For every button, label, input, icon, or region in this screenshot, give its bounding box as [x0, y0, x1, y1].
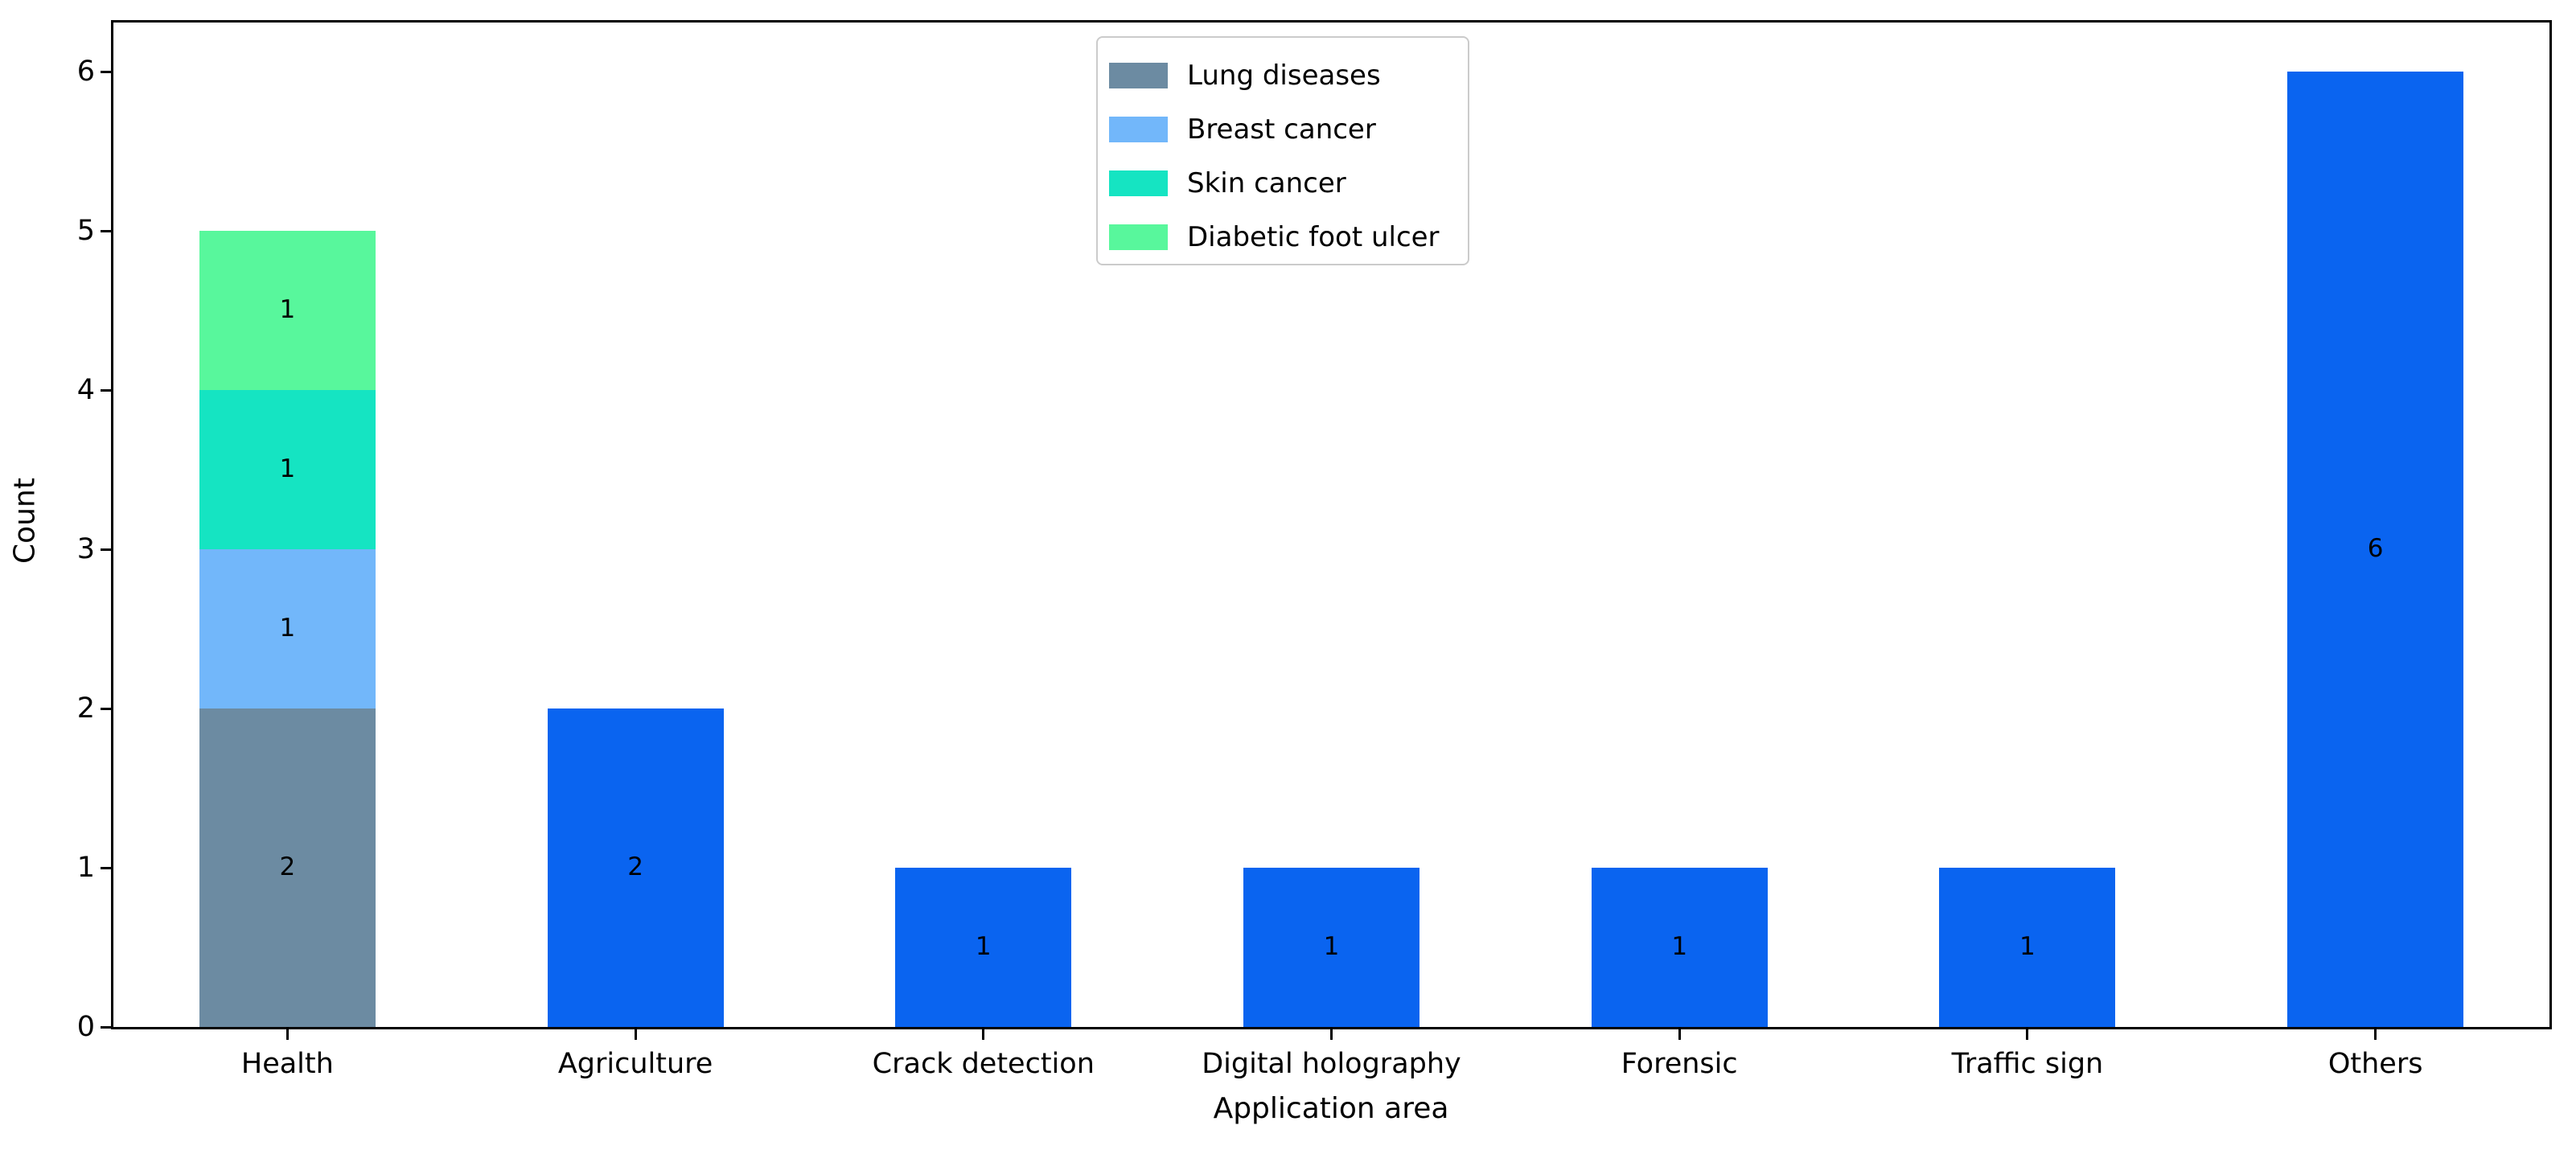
bar-value-label: 1	[1671, 932, 1688, 962]
bar-segment-health-breast-cancer	[199, 549, 376, 709]
legend-swatch-icon	[1109, 170, 1168, 196]
legend-label: Skin cancer	[1187, 166, 1346, 199]
legend-item-breast-cancer: Breast cancer	[1109, 105, 1468, 154]
x-tick-mark	[1330, 1029, 1333, 1040]
y-tick-mark	[101, 707, 111, 710]
legend-item-lung-diseases: Lung diseases	[1109, 51, 1468, 101]
bar-value-label: 1	[279, 295, 296, 325]
bars-layer: 2 1 1 1 2 1 1 1 1 6	[113, 23, 2549, 1027]
legend-item-skin-cancer: Skin cancer	[1109, 158, 1468, 208]
x-axis-label: Application area	[1213, 1092, 1449, 1125]
y-tick-label: 5	[76, 215, 95, 248]
y-tick-mark	[101, 229, 111, 232]
bar-value-label: 2	[627, 852, 643, 882]
y-tick-label: 2	[76, 692, 95, 725]
y-tick-mark	[101, 548, 111, 551]
x-tick-label-agriculture: Agriculture	[557, 1048, 713, 1080]
y-tick-label: 1	[76, 852, 95, 885]
y-tick-label: 0	[76, 1011, 95, 1043]
bar-segment-others	[2287, 72, 2464, 1027]
bar-segment-health-skin-cancer	[199, 390, 376, 550]
bar-value-label: 1	[279, 454, 296, 484]
bar-segment-traffic-sign	[1939, 868, 2116, 1027]
y-tick-mark	[101, 866, 111, 869]
bar-segment-agriculture	[547, 708, 724, 1027]
y-axis-label: Count	[8, 478, 42, 564]
bar-value-label: 2	[279, 852, 296, 882]
y-tick-label: 6	[76, 55, 95, 88]
bar-value-label: 1	[975, 932, 992, 962]
bar-segment-crack-detection	[895, 868, 1072, 1027]
legend: Lung diseases Breast cancer Skin cancer Dia…	[1096, 36, 1469, 265]
bar-segment-digital-holography	[1243, 868, 1419, 1027]
legend-swatch-icon	[1109, 117, 1168, 143]
legend-swatch-icon	[1109, 224, 1168, 250]
y-tick-mark	[101, 1025, 111, 1029]
bar-segment-forensic	[1591, 868, 1768, 1027]
legend-label: Breast cancer	[1187, 113, 1376, 146]
x-tick-label-digital-holography: Digital holography	[1202, 1048, 1461, 1080]
bar-value-label: 6	[2367, 534, 2384, 564]
bar-value-label: 1	[2019, 932, 2036, 962]
x-tick-mark	[634, 1029, 637, 1040]
bar-value-label: 1	[1323, 932, 1340, 962]
x-tick-label-others: Others	[2327, 1048, 2423, 1080]
bar-value-label: 1	[279, 614, 296, 643]
x-tick-mark	[1678, 1029, 1681, 1040]
y-tick-mark	[101, 388, 111, 392]
y-tick-label: 3	[76, 533, 95, 566]
x-tick-mark	[982, 1029, 985, 1040]
y-tick-mark	[101, 70, 111, 73]
x-tick-mark	[2374, 1029, 2377, 1040]
y-tick-label: 4	[76, 374, 95, 407]
x-tick-label-health: Health	[240, 1048, 334, 1080]
x-tick-mark	[2026, 1029, 2029, 1040]
legend-swatch-icon	[1109, 63, 1168, 89]
x-tick-mark	[286, 1029, 289, 1040]
legend-item-diabetic-foot-ulcer: Diabetic foot ulcer	[1109, 212, 1468, 262]
bar-segment-health-lung-diseases	[199, 708, 376, 1027]
x-tick-label-forensic: Forensic	[1621, 1048, 1738, 1080]
bar-segment-health-diabetic-foot-ulcer	[199, 231, 376, 391]
x-tick-label-traffic-sign: Traffic sign	[1951, 1048, 2104, 1080]
x-tick-label-crack-detection: Crack detection	[872, 1048, 1095, 1080]
legend-label: Lung diseases	[1187, 60, 1381, 92]
legend-label: Diabetic foot ulcer	[1187, 220, 1440, 253]
